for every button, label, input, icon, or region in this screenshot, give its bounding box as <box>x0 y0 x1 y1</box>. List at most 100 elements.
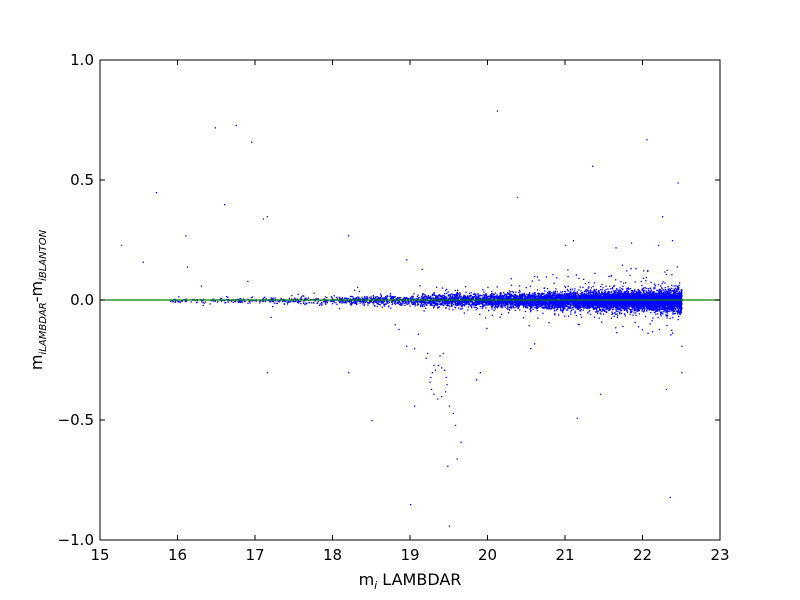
data-point <box>404 298 406 300</box>
data-point <box>251 300 253 302</box>
data-point <box>666 294 668 296</box>
data-point <box>580 308 582 311</box>
data-point <box>250 297 252 299</box>
data-point <box>499 305 502 307</box>
data-point <box>663 309 665 311</box>
data-point <box>521 296 523 298</box>
data-point <box>363 303 366 305</box>
data-point <box>549 293 551 295</box>
data-point <box>548 290 550 292</box>
data-point <box>529 285 531 287</box>
data-point <box>567 300 569 303</box>
data-point <box>467 309 469 311</box>
data-point <box>547 307 549 310</box>
data-point <box>575 306 577 308</box>
data-point <box>564 291 567 293</box>
data-point <box>542 307 544 309</box>
data-point <box>438 298 440 300</box>
data-point <box>398 297 400 299</box>
data-point <box>354 301 357 303</box>
data-point <box>590 291 593 294</box>
data-point <box>581 292 583 294</box>
data-point <box>620 292 622 294</box>
data-point <box>569 293 571 295</box>
data-point <box>613 285 616 287</box>
data-point <box>570 292 572 294</box>
data-point <box>609 305 611 307</box>
data-point <box>625 310 628 312</box>
data-point <box>299 300 301 303</box>
data-point <box>490 304 492 306</box>
data-point <box>491 291 493 293</box>
data-point <box>619 312 621 314</box>
data-point <box>570 301 572 303</box>
data-point <box>585 295 587 297</box>
data-point <box>499 293 501 295</box>
data-point <box>562 311 564 313</box>
data-point <box>599 312 601 314</box>
data-point <box>669 317 671 320</box>
data-point <box>612 285 615 287</box>
data-point <box>407 298 410 300</box>
data-point <box>248 301 250 303</box>
data-point <box>367 302 369 304</box>
data-point <box>664 282 666 284</box>
data-point <box>473 303 476 306</box>
data-point <box>445 292 448 294</box>
data-point <box>553 291 555 293</box>
data-point <box>224 302 226 304</box>
data-point <box>572 291 575 293</box>
data-point <box>508 294 510 296</box>
data-point <box>606 293 608 295</box>
data-point <box>357 296 359 298</box>
data-point <box>642 277 644 279</box>
data-point <box>647 332 649 334</box>
data-point <box>272 305 274 308</box>
data-point <box>653 309 655 312</box>
data-point <box>652 317 654 319</box>
data-point <box>578 303 580 305</box>
data-point <box>485 294 487 296</box>
data-point <box>441 287 443 289</box>
data-point <box>384 297 386 299</box>
data-point <box>631 308 634 310</box>
data-point <box>616 306 618 309</box>
data-point <box>680 301 683 303</box>
data-point <box>535 301 537 303</box>
data-point <box>179 301 181 303</box>
data-point <box>401 298 403 300</box>
data-point <box>564 285 566 287</box>
data-point <box>479 302 481 304</box>
data-point <box>622 307 624 310</box>
data-point <box>319 303 321 305</box>
data-point <box>617 289 619 291</box>
data-point <box>667 310 670 312</box>
data-point <box>586 293 588 296</box>
data-point <box>519 294 521 297</box>
data-point <box>633 296 636 298</box>
data-point <box>323 298 325 300</box>
data-point <box>512 291 514 293</box>
data-point <box>574 288 576 290</box>
data-point <box>303 295 305 297</box>
data-point <box>503 305 505 307</box>
data-point <box>535 295 538 298</box>
data-point <box>436 302 438 304</box>
data-point <box>656 289 659 291</box>
data-point <box>533 294 535 296</box>
data-point <box>533 306 536 309</box>
data-point <box>523 293 525 295</box>
data-point <box>642 287 644 289</box>
data-point <box>654 306 657 308</box>
data-point <box>644 295 646 297</box>
data-point <box>432 307 435 309</box>
data-point <box>610 317 613 319</box>
data-point <box>502 297 504 299</box>
data-point <box>440 297 442 299</box>
data-point <box>380 293 382 295</box>
data-point <box>566 294 568 296</box>
data-point <box>647 270 649 272</box>
data-point <box>531 280 533 282</box>
data-point <box>296 298 299 300</box>
data-point <box>413 301 416 303</box>
